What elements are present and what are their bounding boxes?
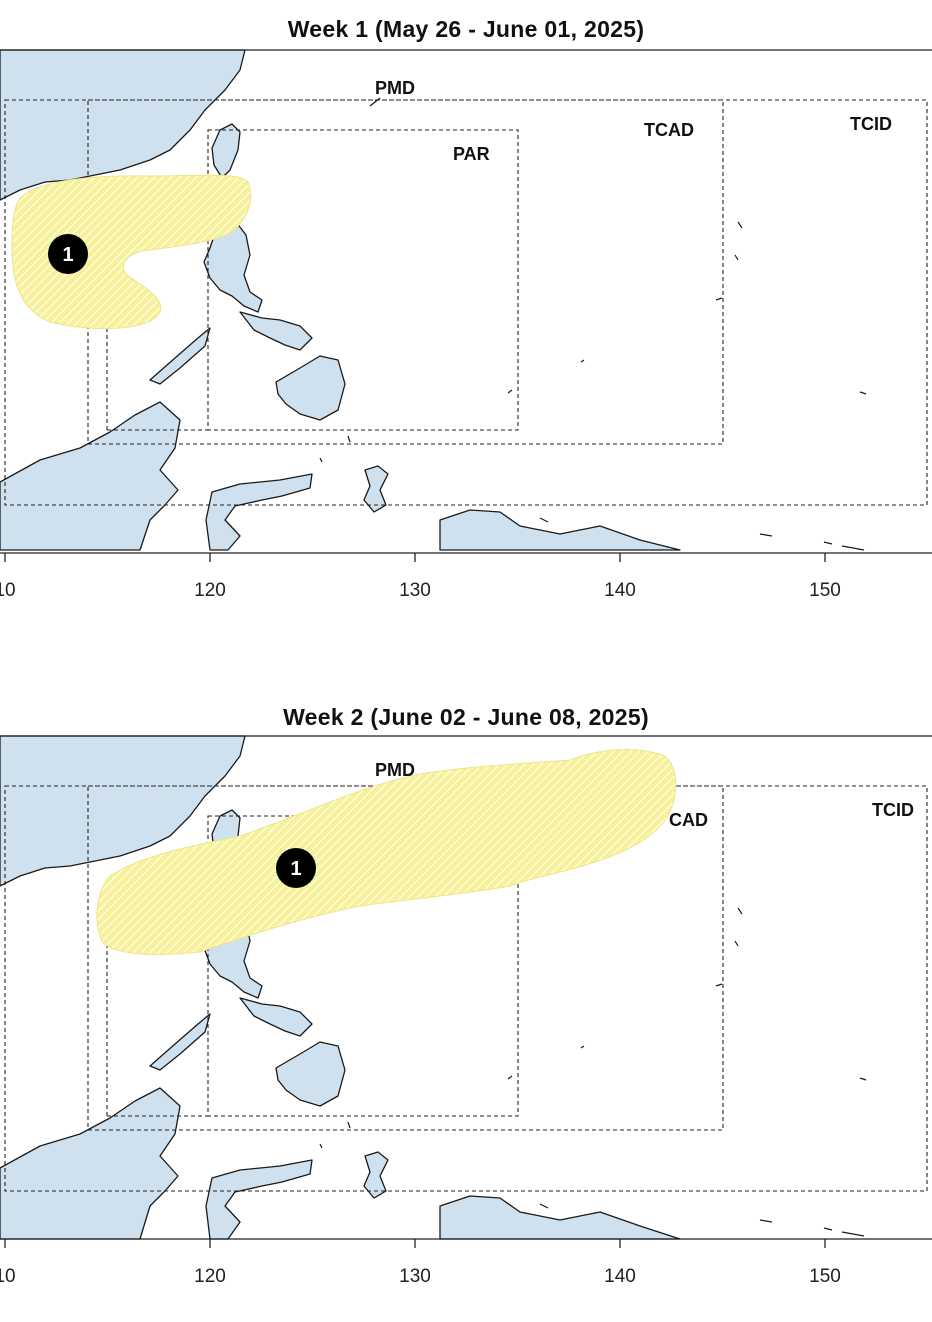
mindanao [275,355,346,421]
tcid-label: TCID [872,800,914,820]
visayas [239,311,313,351]
tick-label: 120 [194,580,226,601]
visayas [239,997,313,1037]
week-2-title: Week 2 (June 02 - June 08, 2025) [283,704,649,730]
luzon [203,221,263,313]
svg-text:1: 1 [62,244,73,266]
mainland-china [0,49,246,201]
week-1-tc-area [11,174,252,330]
islet-marianas [319,907,867,1237]
tcid-box [4,785,928,1192]
week-1-title: Week 1 (May 26 - June 01, 2025) [287,16,645,42]
week-2-tc-area [96,749,677,955]
tick-label: 130 [399,1266,431,1287]
tick-label: 130 [399,580,431,601]
new-guinea [439,1195,681,1240]
sulawesi [205,1159,313,1240]
svg-text:1: 1 [290,858,301,880]
tcid-label: TCID [850,114,892,134]
borneo [0,1087,181,1240]
pmd-label: PMD [375,78,415,98]
palawan [149,1013,211,1071]
cad-label: CAD [669,810,708,830]
tcad-box [87,99,724,445]
week-1-x-axis: 10 120 130 140 150 [0,553,841,601]
new-guinea [439,509,681,551]
week-2-map: 1 PMD CAD TCID 10 120 130 140 150 [0,735,932,1287]
halmahera [363,1151,389,1199]
land-layer [0,735,867,1240]
tick-label: 140 [604,1266,636,1287]
mindanao [275,1041,346,1107]
taiwan [211,123,241,179]
tick-label: 140 [604,580,636,601]
mainland-china [0,735,246,887]
tick-label: 10 [0,1266,16,1287]
week-1-panel: Week 1 (May 26 - June 01, 2025) [0,0,932,620]
borneo [0,401,181,551]
tick-label: 10 [0,580,16,601]
halmahera [363,465,389,513]
pmd-label: PMD [375,760,415,780]
palawan [149,327,211,385]
tcid-box [4,99,928,506]
tick-label: 150 [809,580,841,601]
week-1-map: 1 PMD PAR TCAD TCID 10 120 130 140 150 [0,49,932,601]
tcad-label: TCAD [644,120,694,140]
par-label: PAR [453,144,490,164]
week-2-panel: Week 2 (June 02 - June 08, 2025) [0,686,932,1316]
land-layer [0,49,867,551]
tick-label: 150 [809,1266,841,1287]
islet-marianas [319,97,867,551]
week-2-x-axis: 10 120 130 140 150 [0,1239,841,1287]
sulawesi [205,473,313,551]
par-box [207,129,519,431]
week-2-area-marker: 1 [276,848,316,888]
tick-label: 120 [194,1266,226,1287]
week-1-area-marker: 1 [48,234,88,274]
